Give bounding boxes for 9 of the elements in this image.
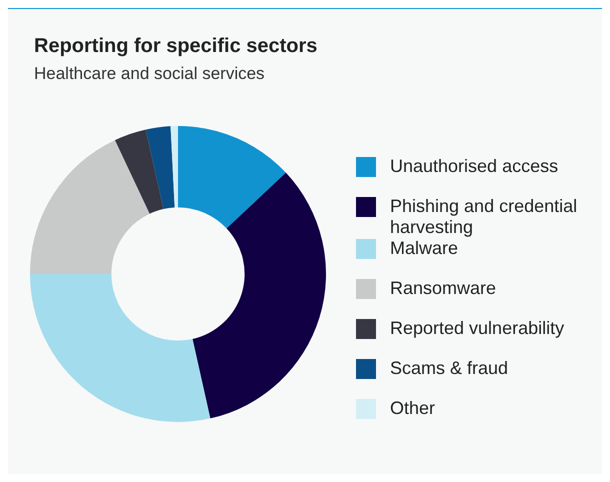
legend-label: Phishing and credential harvesting	[390, 196, 578, 238]
legend-label: Reported vulnerability	[390, 318, 566, 339]
legend-label: Ransomware	[390, 278, 498, 299]
chart-subtitle: Healthcare and social services	[34, 64, 266, 84]
legend-label: Malware	[390, 238, 460, 259]
chart-title: Reporting for specific sectors	[34, 35, 318, 58]
legend-label: Scams & fraud	[390, 358, 510, 379]
legend-label: Other	[390, 398, 436, 419]
legend-label: Unauthorised access	[390, 156, 560, 177]
